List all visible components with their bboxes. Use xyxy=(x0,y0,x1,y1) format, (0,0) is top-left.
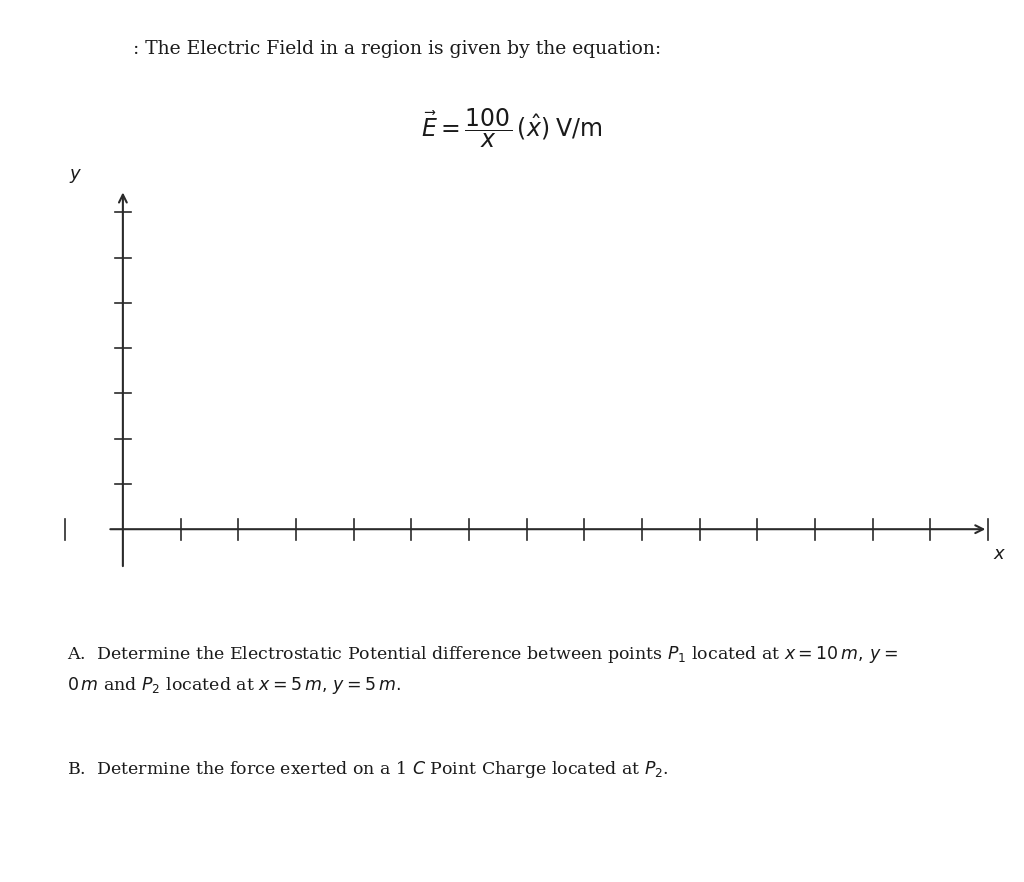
Text: $y$: $y$ xyxy=(69,168,82,185)
Text: $\vec{E} = \dfrac{100}{x}\,(\hat{x})\;\mathrm{V/m}$: $\vec{E} = \dfrac{100}{x}\,(\hat{x})\;\m… xyxy=(421,106,603,150)
Text: $0\,m$ and $P_2$ located at $x = 5\,m,\,y = 5\,m.$: $0\,m$ and $P_2$ located at $x = 5\,m,\,… xyxy=(67,675,400,696)
Text: $x$: $x$ xyxy=(993,545,1007,563)
Text: B.  Determine the force exerted on a 1 $C$ Point Charge located at $P_2$.: B. Determine the force exerted on a 1 $C… xyxy=(67,759,669,780)
Text: : The Electric Field in a region is given by the equation:: : The Electric Field in a region is give… xyxy=(133,40,662,57)
Text: A.  Determine the Electrostatic Potential difference between points $P_1$ locate: A. Determine the Electrostatic Potential… xyxy=(67,644,897,665)
